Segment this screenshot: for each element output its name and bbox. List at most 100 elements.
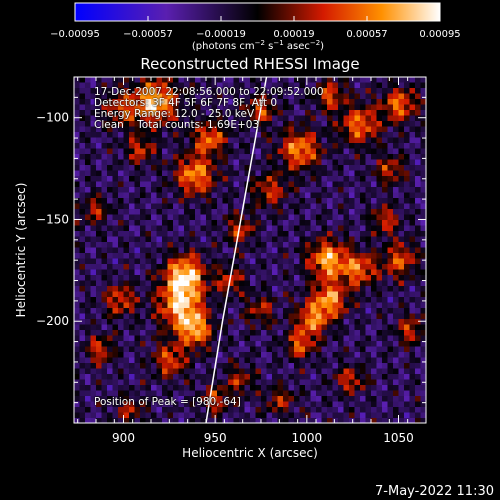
heatmap-cell (85, 253, 91, 259)
heatmap-cell (354, 396, 361, 402)
heatmap-cell (327, 291, 333, 298)
heatmap-cell (393, 143, 399, 149)
heatmap-cell (250, 280, 256, 287)
heatmap-cell (123, 225, 130, 232)
heatmap-cell (189, 368, 196, 375)
heatmap-cell (327, 363, 333, 369)
heatmap-cell (371, 209, 377, 215)
heatmap-cell (123, 352, 130, 358)
heatmap-cell (332, 225, 339, 232)
heatmap-cell (332, 236, 339, 243)
heatmap-cell (178, 82, 185, 89)
heatmap-cell (129, 368, 135, 375)
heatmap-cell (244, 297, 251, 303)
heatmap-cell (371, 418, 377, 423)
heatmap-cell (129, 99, 135, 105)
heatmap-cell (112, 401, 119, 408)
heatmap-cell (162, 170, 168, 177)
heatmap-cell (261, 412, 267, 419)
heatmap-cell (272, 231, 278, 237)
heatmap-cell (156, 335, 163, 342)
heatmap-cell (305, 302, 311, 309)
heatmap-cell (343, 209, 350, 215)
heatmap-cell (321, 379, 328, 386)
heatmap-cell (288, 176, 295, 182)
heatmap-cell (316, 225, 322, 232)
heatmap-cell (382, 346, 388, 353)
colorbar (74, 2, 441, 22)
heatmap-cell (310, 280, 317, 287)
heatmap-cell (123, 99, 130, 105)
heatmap-cell (167, 225, 174, 232)
heatmap-cell (393, 396, 399, 402)
heatmap-cell (360, 341, 366, 347)
heatmap-cell (343, 231, 350, 237)
heatmap-cell (74, 357, 80, 364)
heatmap-cell (299, 192, 306, 199)
heatmap-cell (327, 77, 333, 83)
heatmap-cell (79, 264, 86, 270)
heatmap-cell (409, 363, 416, 369)
heatmap-cell (145, 264, 152, 270)
heatmap-cell (74, 77, 80, 83)
heatmap-cell (79, 110, 86, 116)
heatmap-cell (409, 330, 416, 336)
heatmap-cell (206, 137, 212, 144)
heatmap-cell (272, 99, 278, 105)
heatmap-cell (398, 225, 405, 232)
heatmap-cell (134, 203, 141, 210)
heatmap-cell (96, 110, 102, 116)
heatmap-cell (211, 242, 218, 248)
heatmap-cell (189, 313, 196, 320)
heatmap-cell (288, 77, 295, 83)
heatmap-cell (85, 374, 91, 380)
heatmap-cell (294, 82, 300, 89)
heatmap-cell (393, 82, 399, 89)
heatmap-cell (228, 236, 234, 243)
heatmap-cell (173, 308, 179, 314)
heatmap-cell (233, 363, 240, 369)
heatmap-cell (244, 368, 251, 375)
heatmap-cell (261, 220, 267, 226)
heatmap-cell (112, 159, 119, 166)
heatmap-cell (382, 352, 388, 358)
heatmap-cell (343, 214, 350, 221)
heatmap-cell (145, 253, 152, 259)
heatmap-cell (415, 181, 421, 188)
heatmap-cell (299, 401, 306, 408)
heatmap-cell (167, 264, 174, 270)
heatmap-cell (222, 379, 229, 386)
heatmap-cell (129, 352, 135, 358)
heatmap-cell (349, 126, 355, 133)
heatmap-cell (343, 341, 350, 347)
heatmap-cell (283, 335, 289, 342)
heatmap-cell (140, 418, 146, 423)
heatmap-cell (288, 104, 295, 111)
heatmap-cell (228, 225, 234, 232)
heatmap-cell (310, 335, 317, 342)
heatmap-cell (277, 297, 284, 303)
heatmap-cell (151, 231, 157, 237)
heatmap-cell (107, 308, 113, 314)
heatmap-cell (283, 132, 289, 138)
heatmap-cell (409, 352, 416, 358)
heatmap-cell (189, 104, 196, 111)
heatmap-cell (349, 341, 355, 347)
heatmap-cell (167, 346, 174, 353)
heatmap-cell (321, 352, 328, 358)
heatmap-cell (244, 88, 251, 94)
heatmap-cell (415, 346, 421, 353)
heatmap-cell (140, 374, 146, 380)
heatmap-cell (349, 121, 355, 127)
heatmap-cell (211, 258, 218, 265)
heatmap-cell (398, 231, 405, 237)
heatmap-cell (90, 104, 97, 111)
heatmap-cell (200, 181, 207, 188)
heatmap-cell (129, 363, 135, 369)
heatmap-cell (338, 121, 344, 127)
heatmap-cell (217, 225, 223, 232)
heatmap-cell (151, 374, 157, 380)
heatmap-cell (107, 297, 113, 303)
colorbar-unit: (photons cm−2 s−1 asec−2) (192, 39, 324, 52)
heatmap-cell (156, 99, 163, 105)
